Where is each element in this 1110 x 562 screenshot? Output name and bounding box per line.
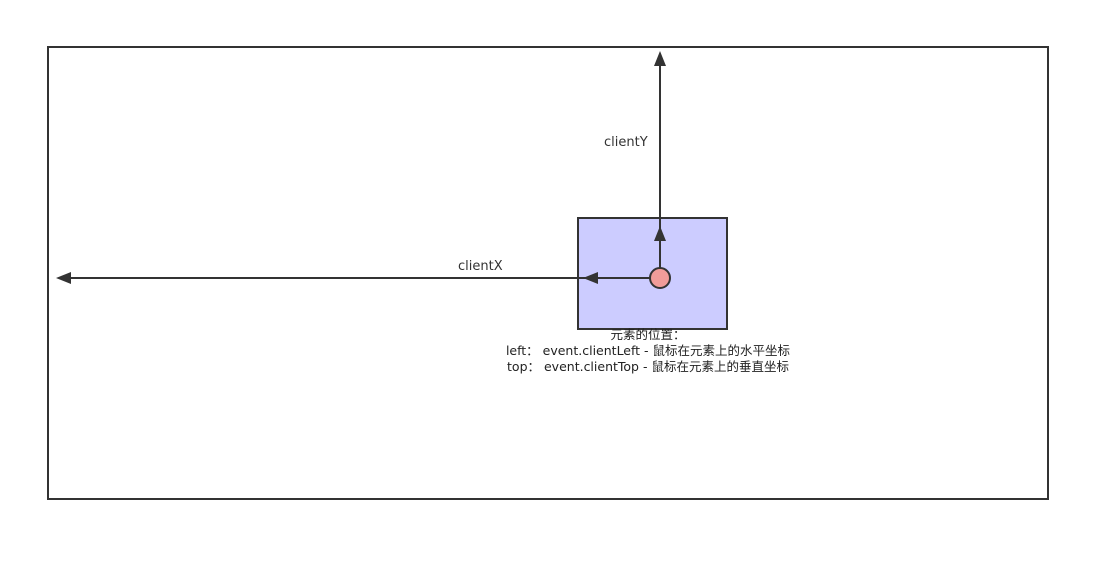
viewport-frame	[47, 46, 1049, 500]
note-title: 元素的位置：	[610, 327, 686, 342]
client-x-label: clientX	[458, 259, 503, 274]
element-left-arrowhead	[583, 272, 598, 284]
element-position-note: 元素的位置： left： event.clientLeft - 鼠标在元素上的水…	[497, 327, 799, 375]
note-left-line: left： event.clientLeft - 鼠标在元素上的水平坐标	[505, 343, 791, 358]
client-x-arrowhead	[56, 272, 71, 284]
note-top-line: top： event.clientTop - 鼠标在元素上的垂直坐标	[507, 359, 789, 374]
client-y-label: clientY	[604, 135, 648, 150]
client-y-arrowhead	[654, 51, 666, 66]
element-top-arrowhead	[654, 226, 666, 241]
mouse-pointer-circle	[649, 267, 671, 289]
